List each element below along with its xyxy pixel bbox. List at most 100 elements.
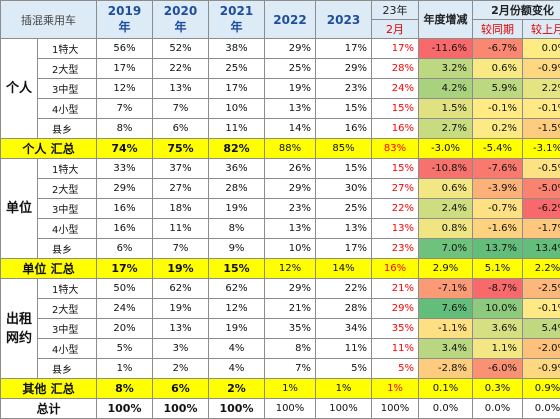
total-y2022: 100% [265, 399, 316, 419]
feb-share-cell: 17% [372, 39, 419, 59]
share-y2023: 29% [316, 59, 372, 79]
summary-mom: -3.1% [523, 139, 560, 159]
summary-y2019: 74% [97, 139, 153, 159]
share-y2022: 13% [265, 219, 316, 239]
yoy-cell: 3.6% [473, 319, 523, 339]
summary-label: 个人 汇总 [1, 139, 97, 159]
share-y2020: 3% [153, 339, 209, 359]
summary-y2023: 14% [316, 259, 372, 279]
share-y2023: 28% [316, 299, 372, 319]
total-y2019: 100% [97, 399, 153, 419]
summary-y2019: 8% [97, 379, 153, 399]
share-y2022: 10% [265, 239, 316, 259]
share-y2020: 2% [153, 359, 209, 379]
share-y2023: 25% [316, 199, 372, 219]
summary-yoy: 0.3% [473, 379, 523, 399]
share-y2022: 8% [265, 339, 316, 359]
feb-share-cell: 16% [372, 119, 419, 139]
share-y2019: 50% [97, 279, 153, 299]
summary-y2023: 85% [316, 139, 372, 159]
share-y2021: 62% [209, 279, 265, 299]
mom-cell: -1.5% [523, 119, 560, 139]
total-mom: 0.0% [523, 399, 560, 419]
share-y2020: 19% [153, 299, 209, 319]
category-cell: 3中型 [38, 79, 97, 99]
growth-cell: -2.8% [419, 359, 473, 379]
summary-y2021: 2% [209, 379, 265, 399]
growth-cell: 3.4% [419, 339, 473, 359]
share-y2023: 15% [316, 99, 372, 119]
share-y2019: 56% [97, 39, 153, 59]
group-label: 单位 [1, 159, 38, 259]
yoy-header: 较同期 [473, 20, 523, 39]
share-y2021: 8% [209, 219, 265, 239]
summary-label: 单位 汇总 [1, 259, 97, 279]
share-y2021: 4% [209, 339, 265, 359]
growth-cell: 2.7% [419, 119, 473, 139]
yoy-cell: 10.0% [473, 299, 523, 319]
category-cell: 3中型 [38, 319, 97, 339]
category-cell: 1特大 [38, 159, 97, 179]
summary-mom: 0.9% [523, 379, 560, 399]
share-y2019: 16% [97, 199, 153, 219]
feb-share-cell: 13% [372, 219, 419, 239]
share-y2021: 19% [209, 319, 265, 339]
growth-cell: 7.0% [419, 239, 473, 259]
share-y2023: 5% [316, 359, 372, 379]
share-y2021: 12% [209, 299, 265, 319]
category-cell: 3中型 [38, 199, 97, 219]
table-row: 县乡1%2%4%7%5%5%-2.8%-6.0%-0.9% [1, 359, 560, 379]
mom-cell: -5.0% [523, 179, 560, 199]
share-y2023: 30% [316, 179, 372, 199]
summary-yoy: -5.4% [473, 139, 523, 159]
growth-cell: -7.1% [419, 279, 473, 299]
yoy-cell: -3.9% [473, 179, 523, 199]
share-y2019: 16% [97, 219, 153, 239]
mom-header: 较上月 [523, 20, 560, 39]
share-y2019: 17% [97, 59, 153, 79]
feb-share-cell: 21% [372, 279, 419, 299]
growth-cell: -10.8% [419, 159, 473, 179]
table-row: 县乡8%6%11%14%16%16%2.7%0.2%-1.5% [1, 119, 560, 139]
summary-y2022: 1% [265, 379, 316, 399]
category-cell: 4小型 [38, 339, 97, 359]
share-y2019: 1% [97, 359, 153, 379]
share-y2020: 11% [153, 219, 209, 239]
feb-share-cell: 11% [372, 339, 419, 359]
category-cell: 2大型 [38, 59, 97, 79]
summary-y2020: 75% [153, 139, 209, 159]
share-y2020: 7% [153, 239, 209, 259]
share-y2019: 7% [97, 99, 153, 119]
summary-y2020: 19% [153, 259, 209, 279]
summary-y2023: 1% [316, 379, 372, 399]
mom-cell: -0.9% [523, 359, 560, 379]
growth-cell: 4.2% [419, 79, 473, 99]
yoy-cell: 0.6% [473, 59, 523, 79]
share-y2019: 6% [97, 239, 153, 259]
feb-share-cell: 23% [372, 239, 419, 259]
feb-share-cell: 24% [372, 79, 419, 99]
share-y2020: 18% [153, 199, 209, 219]
share-y2019: 29% [97, 179, 153, 199]
growth-cell: 2.4% [419, 199, 473, 219]
share-y2023: 17% [316, 239, 372, 259]
total-growth: 0.0% [419, 399, 473, 419]
share-y2021: 17% [209, 79, 265, 99]
yoy-cell: 13.7% [473, 239, 523, 259]
share-y2022: 26% [265, 159, 316, 179]
share-y2022: 35% [265, 319, 316, 339]
total-feb: 100% [372, 399, 419, 419]
share-y2022: 14% [265, 119, 316, 139]
summary-feb: 83% [372, 139, 419, 159]
summary-mom: 2.2% [523, 259, 560, 279]
mom-cell: 13.4% [523, 239, 560, 259]
summary-label: 其他 汇总 [1, 379, 97, 399]
feb-share-cell: 35% [372, 319, 419, 339]
